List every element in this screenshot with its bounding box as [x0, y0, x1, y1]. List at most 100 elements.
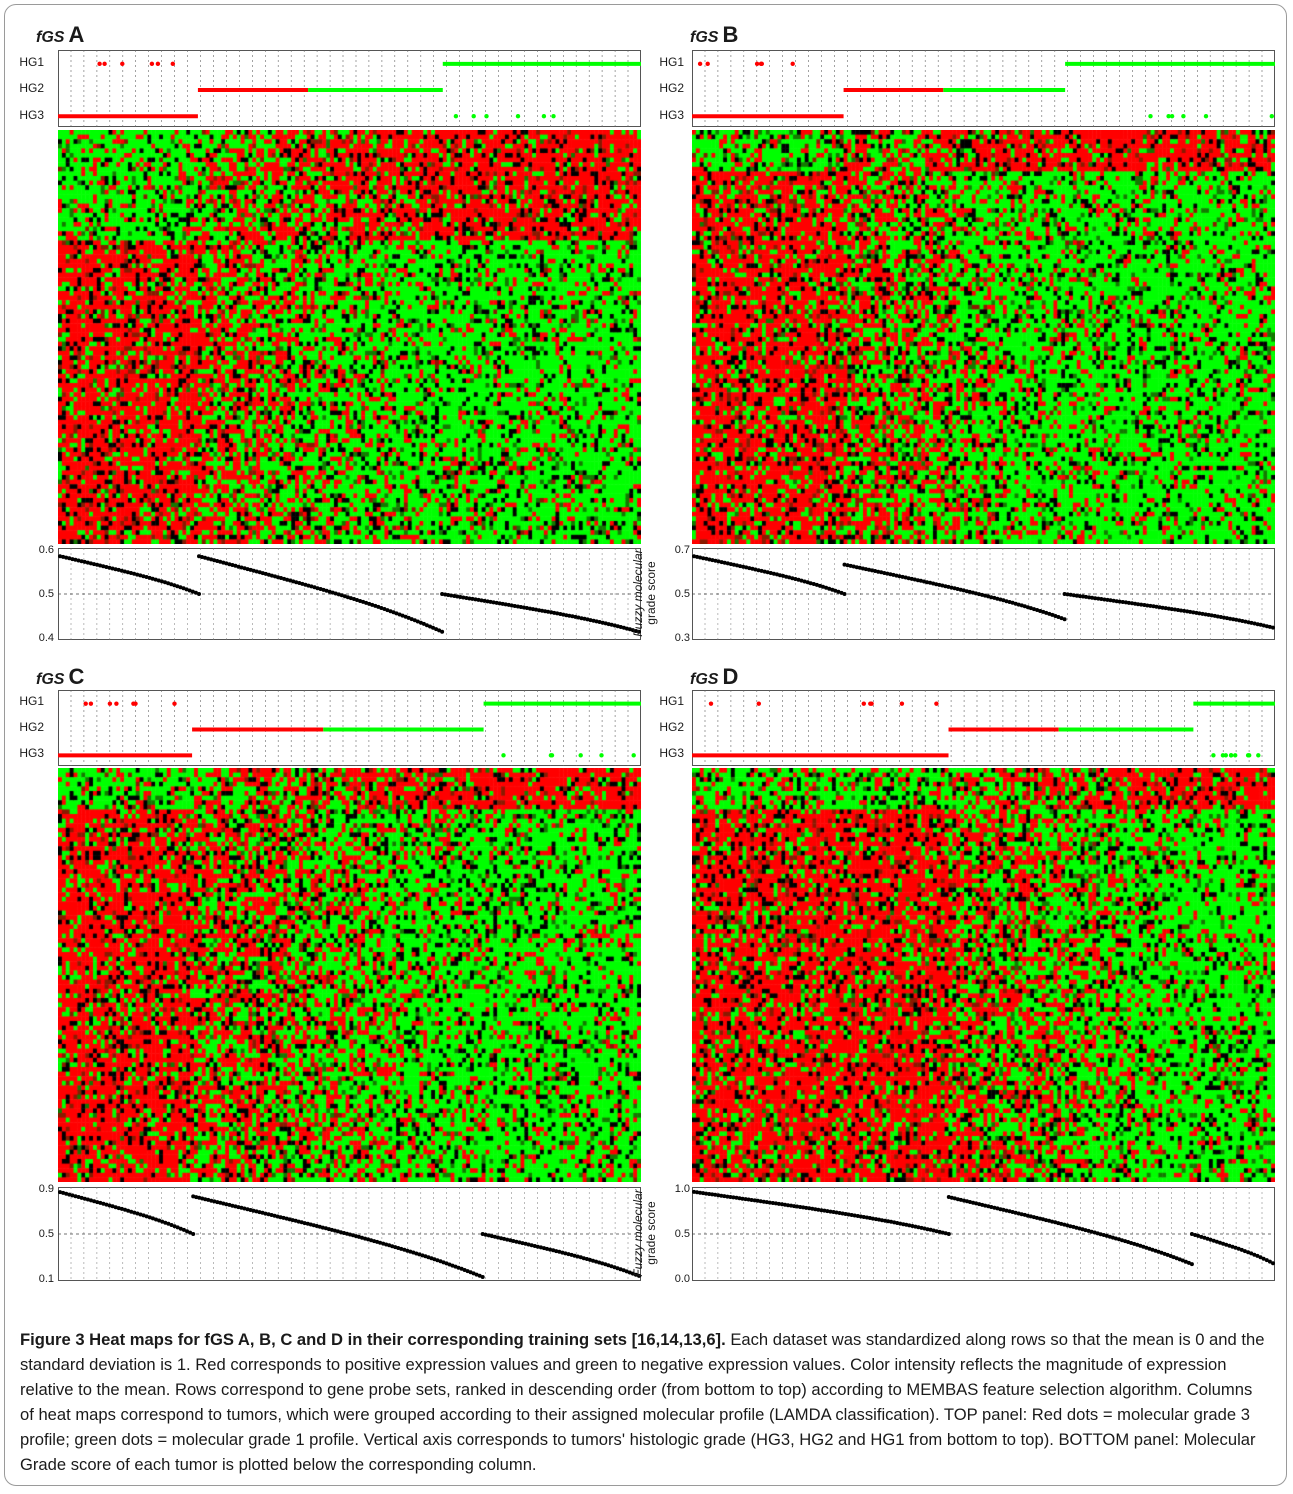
score-point	[1102, 597, 1107, 602]
score-point	[409, 617, 414, 622]
score-point	[257, 570, 262, 575]
score-point	[937, 1229, 942, 1234]
score-point	[1215, 614, 1220, 619]
score-point	[538, 1245, 543, 1250]
score-point	[531, 607, 535, 612]
score-point	[819, 1208, 824, 1213]
score-point	[843, 1212, 848, 1216]
score-point	[863, 567, 868, 572]
score-point	[912, 577, 917, 582]
score-point	[452, 594, 457, 598]
score-point	[360, 1235, 364, 1240]
score-point	[1159, 1250, 1164, 1255]
score-point	[251, 1208, 256, 1213]
score-point	[825, 1209, 830, 1214]
score-point	[725, 1194, 730, 1199]
score-point	[1258, 622, 1263, 627]
score-point	[1197, 611, 1202, 616]
score-point	[394, 611, 399, 616]
score-point	[333, 591, 338, 596]
score-point	[1120, 1238, 1124, 1243]
score-point	[428, 624, 432, 629]
score-point	[172, 1224, 177, 1229]
score-point	[576, 615, 581, 620]
score-point	[512, 604, 517, 608]
score-point	[116, 567, 121, 572]
score-point	[64, 1191, 69, 1196]
score-point	[406, 615, 411, 620]
panel-a: fGS A HG1 HG2 HG3 0.6 0.5 0.4	[0, 0, 650, 660]
score-point	[132, 571, 137, 576]
score-point	[494, 600, 499, 605]
score-point	[828, 1209, 833, 1214]
score-point	[141, 1213, 146, 1218]
score-point	[603, 621, 608, 626]
score-point	[230, 1203, 235, 1208]
score-point	[122, 569, 127, 574]
hg-dot	[1223, 753, 1228, 758]
score-point	[437, 628, 442, 633]
score-point	[1153, 1248, 1158, 1253]
score-point	[695, 1190, 699, 1195]
score-point	[1206, 612, 1211, 617]
score-point	[248, 567, 253, 572]
score-point	[443, 592, 448, 597]
score-point	[476, 597, 481, 602]
score-point	[324, 588, 329, 593]
score-point	[1185, 609, 1190, 614]
score-point	[116, 1206, 121, 1211]
score-point	[317, 1224, 322, 1229]
score-point	[435, 1258, 440, 1263]
hg-dot	[97, 61, 102, 67]
score-point	[508, 1238, 513, 1243]
score-point	[364, 600, 369, 605]
score-point	[212, 558, 217, 563]
score-point	[698, 1190, 703, 1195]
score-point	[609, 1264, 614, 1269]
score-point	[970, 590, 975, 595]
score-point	[459, 1266, 464, 1271]
score-point	[609, 622, 614, 627]
score-point	[1056, 1221, 1061, 1226]
score-point	[323, 1226, 328, 1231]
score-point	[468, 1270, 473, 1275]
score-point	[193, 590, 198, 595]
score-point	[330, 590, 335, 595]
score-point	[366, 1237, 371, 1242]
score-point	[526, 1242, 531, 1247]
score-point	[338, 1230, 343, 1235]
score-point	[1004, 599, 1009, 604]
score-point	[549, 610, 554, 615]
score-point	[728, 1195, 733, 1199]
score-point	[813, 1207, 818, 1212]
score-point	[799, 578, 804, 583]
score-point	[123, 1207, 127, 1212]
ytick-top: 0.7	[674, 544, 690, 556]
score-point	[792, 1204, 797, 1209]
score-point	[326, 1227, 331, 1232]
score-point	[138, 1212, 143, 1217]
score-point	[107, 1203, 112, 1208]
score-point	[1133, 601, 1138, 606]
score-point	[946, 1195, 951, 1199]
score-point	[925, 580, 929, 585]
score-point	[837, 1211, 842, 1215]
score-point	[288, 578, 293, 583]
panel-b-title-letter: B	[722, 22, 739, 47]
score-point	[224, 1202, 229, 1207]
score-point	[1041, 609, 1046, 614]
score-point	[849, 1213, 854, 1217]
score-point	[903, 575, 908, 580]
score-point	[1114, 599, 1119, 604]
hg2-label: HG2	[659, 720, 684, 734]
score-point	[879, 570, 884, 575]
score-point	[637, 1273, 641, 1278]
hg-dot	[172, 701, 177, 706]
ytick-mid: 0.5	[38, 588, 54, 600]
score-point	[827, 586, 832, 591]
score-point	[449, 593, 454, 598]
score-point	[752, 1198, 757, 1203]
score-point	[320, 1225, 325, 1230]
score-point	[511, 1239, 516, 1243]
score-point	[916, 1225, 921, 1230]
